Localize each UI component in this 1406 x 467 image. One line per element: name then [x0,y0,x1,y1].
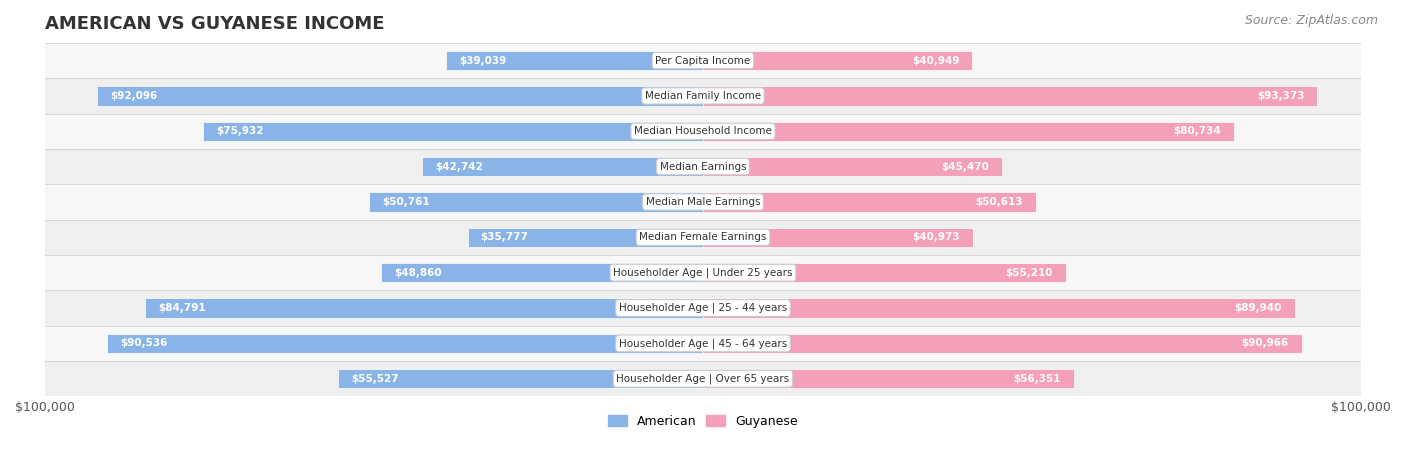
Text: Median Earnings: Median Earnings [659,162,747,172]
Bar [45,149,1361,184]
Text: $75,932: $75,932 [217,126,264,136]
Bar [45,113,1361,149]
Text: $40,973: $40,973 [912,232,959,242]
Bar [45,78,1361,113]
Bar [97,86,703,106]
Bar [446,51,703,71]
Text: $42,742: $42,742 [434,162,482,172]
Text: Householder Age | Under 25 years: Householder Age | Under 25 years [613,268,793,278]
Bar [703,192,1036,212]
Bar [107,333,703,353]
Bar [703,298,1295,318]
Text: $39,039: $39,039 [460,56,506,65]
Text: Source: ZipAtlas.com: Source: ZipAtlas.com [1244,14,1378,27]
Text: $92,096: $92,096 [110,91,157,101]
Text: $84,791: $84,791 [159,303,205,313]
Bar [337,369,703,389]
Bar [703,157,1002,177]
Bar [703,51,973,71]
Bar [45,290,1361,325]
Text: $35,777: $35,777 [481,232,529,242]
Bar [368,192,703,212]
Bar [703,121,1234,141]
Bar [45,219,1361,255]
Text: $80,734: $80,734 [1174,126,1222,136]
Text: $50,613: $50,613 [976,197,1024,207]
Text: $90,536: $90,536 [121,339,167,348]
Text: $56,351: $56,351 [1014,374,1060,384]
Text: $93,373: $93,373 [1257,91,1305,101]
Text: Median Household Income: Median Household Income [634,126,772,136]
Text: $48,860: $48,860 [395,268,443,278]
Text: $50,761: $50,761 [382,197,430,207]
Text: AMERICAN VS GUYANESE INCOME: AMERICAN VS GUYANESE INCOME [45,15,384,33]
Text: Median Female Earnings: Median Female Earnings [640,232,766,242]
Bar [45,325,1361,361]
Bar [703,263,1066,283]
Text: $55,210: $55,210 [1005,268,1053,278]
Text: Per Capita Income: Per Capita Income [655,56,751,65]
Text: $45,470: $45,470 [941,162,988,172]
Text: Householder Age | 45 - 64 years: Householder Age | 45 - 64 years [619,338,787,349]
Text: Householder Age | Over 65 years: Householder Age | Over 65 years [616,374,790,384]
Text: $89,940: $89,940 [1234,303,1282,313]
Text: Householder Age | 25 - 44 years: Householder Age | 25 - 44 years [619,303,787,313]
Bar [703,333,1302,353]
Text: Median Male Earnings: Median Male Earnings [645,197,761,207]
Text: $90,966: $90,966 [1241,339,1288,348]
Bar [45,361,1361,396]
Bar [204,121,703,141]
Bar [468,227,703,247]
Bar [703,86,1317,106]
Legend: American, Guyanese: American, Guyanese [603,410,803,432]
Bar [703,369,1074,389]
Bar [381,263,703,283]
Bar [703,227,973,247]
Bar [45,255,1361,290]
Text: Median Family Income: Median Family Income [645,91,761,101]
Text: $40,949: $40,949 [912,56,959,65]
Bar [45,43,1361,78]
Bar [145,298,703,318]
Text: $55,527: $55,527 [350,374,398,384]
Bar [422,157,703,177]
Bar [45,184,1361,219]
